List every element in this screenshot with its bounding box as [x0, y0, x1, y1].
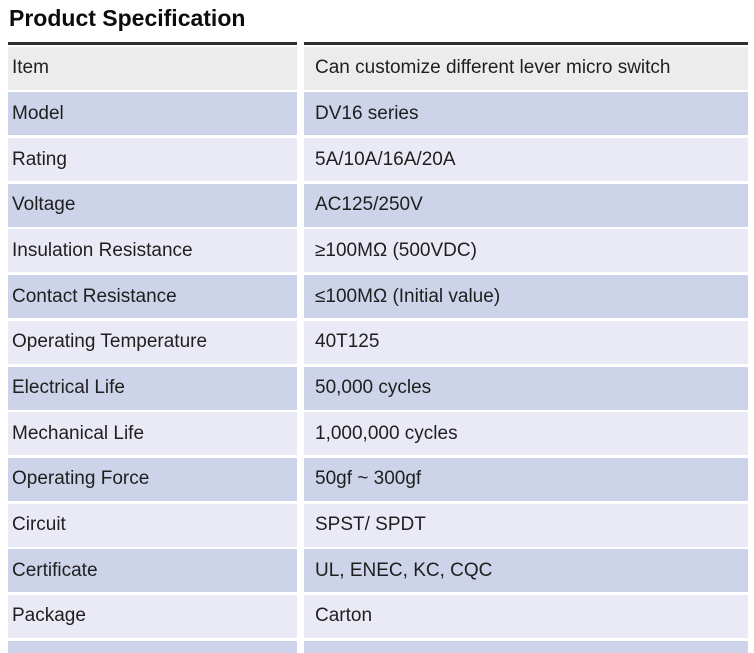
table-row: Operating Temperature 40T125: [8, 320, 748, 364]
table-row: Operating Force 50gf ~ 300gf: [8, 457, 748, 501]
spec-label: Mechanical Life: [12, 422, 145, 444]
spec-label: Operating Force: [12, 468, 150, 490]
table-row: Rating 5A/10A/16A/20A: [8, 138, 748, 182]
spec-label: Model: [12, 102, 64, 124]
spec-value: 1,000,000 cycles: [315, 422, 458, 444]
spec-value-cell: Carton: [304, 594, 748, 638]
table-row: Model DV16 series: [8, 92, 748, 136]
spec-value: 50gf ~ 300gf: [315, 468, 422, 490]
table-row: Package Carton: [8, 594, 748, 638]
spec-value-cell: 5A/10A/16A/20A: [304, 138, 748, 182]
spec-label-cell: Model: [8, 92, 297, 136]
spec-value-cell: Can customize different lever micro swit…: [304, 46, 748, 90]
spec-value-cell: SPST/ SPDT: [304, 503, 748, 547]
spec-value: DV16 series: [315, 102, 419, 124]
spec-value-cell: DV16 series: [304, 92, 748, 136]
spec-label: Voltage: [12, 194, 76, 216]
spec-value-cell: ≥100MΩ (500VDC): [304, 229, 748, 273]
spec-value-cell: 50,000 cycles: [304, 366, 748, 410]
table-row: Circuit SPST/ SPDT: [8, 503, 748, 547]
spec-table: Item Can customize different lever micro…: [8, 42, 748, 653]
spec-label: Electrical Life: [12, 377, 125, 398]
spec-label: Certificate: [12, 559, 98, 581]
spec-label: Package: [12, 605, 86, 627]
spec-label-cell: Package: [8, 594, 297, 638]
spec-value: UL, ENEC, KC, CQC: [315, 559, 493, 581]
spec-value: Can customize different lever micro swit…: [315, 57, 671, 79]
spec-value-cell: AC125/250V: [304, 183, 748, 227]
spec-label: Rating: [12, 148, 67, 170]
table-row: Mechanical Life 1,000,000 cycles: [8, 412, 748, 456]
spec-label: Insulation Resistance: [12, 239, 193, 261]
spec-label-cell: Circuit: [8, 503, 297, 547]
spec-label-cell: Operating Force: [8, 457, 297, 501]
spec-label-cell: Contact Resistance: [8, 275, 297, 319]
spec-label-cell: Mechanical Life: [8, 412, 297, 456]
spec-label: Item: [12, 57, 49, 79]
cutoff-value-cell: [304, 640, 748, 653]
spec-value: 50,000 cycles: [315, 377, 432, 398]
cutoff-label-cell: [8, 640, 297, 653]
spec-value: ≥100MΩ (500VDC): [315, 239, 477, 261]
table-row: Electrical Life 50,000 cycles: [8, 366, 748, 410]
spec-value: ≤100MΩ (Initial value): [315, 285, 501, 307]
spec-value-cell: 1,000,000 cycles: [304, 412, 748, 456]
spec-value-cell: UL, ENEC, KC, CQC: [304, 549, 748, 593]
table-row: Contact Resistance ≤100MΩ (Initial value…: [8, 275, 748, 319]
spec-label-cell: Certificate: [8, 549, 297, 593]
spec-value: 40T125: [315, 331, 380, 353]
spec-label-cell: Electrical Life: [8, 366, 297, 410]
spec-label: Contact Resistance: [12, 285, 177, 307]
spec-value: 5A/10A/16A/20A: [315, 148, 456, 170]
spec-value: AC125/250V: [315, 194, 423, 216]
spec-label-cell: Voltage: [8, 183, 297, 227]
page-title: Product Specification: [9, 5, 246, 31]
table-row: Certificate UL, ENEC, KC, CQC: [8, 549, 748, 593]
spec-value-cell: ≤100MΩ (Initial value): [304, 275, 748, 319]
table-top-rule: [8, 42, 748, 45]
spec-label-cell: Rating: [8, 138, 297, 182]
table-row: Item Can customize different lever micro…: [8, 46, 748, 90]
spec-label-cell: Operating Temperature: [8, 320, 297, 364]
spec-label: Operating Temperature: [12, 331, 208, 353]
spec-label-cell: Item: [8, 46, 297, 90]
spec-value-cell: 50gf ~ 300gf: [304, 457, 748, 501]
spec-value: SPST/ SPDT: [315, 514, 426, 536]
table-row-cutoff: [8, 640, 748, 653]
spec-label: Circuit: [12, 514, 66, 536]
spec-value: Carton: [315, 605, 373, 627]
table-body: Item Can customize different lever micro…: [8, 46, 748, 638]
top-rule-right-segment: [304, 42, 748, 45]
spec-value-cell: 40T125: [304, 320, 748, 364]
table-row: Voltage AC125/250V: [8, 183, 748, 227]
table-row: Insulation Resistance ≥100MΩ (500VDC): [8, 229, 748, 273]
spec-label-cell: Insulation Resistance: [8, 229, 297, 273]
top-rule-left-segment: [8, 42, 297, 45]
